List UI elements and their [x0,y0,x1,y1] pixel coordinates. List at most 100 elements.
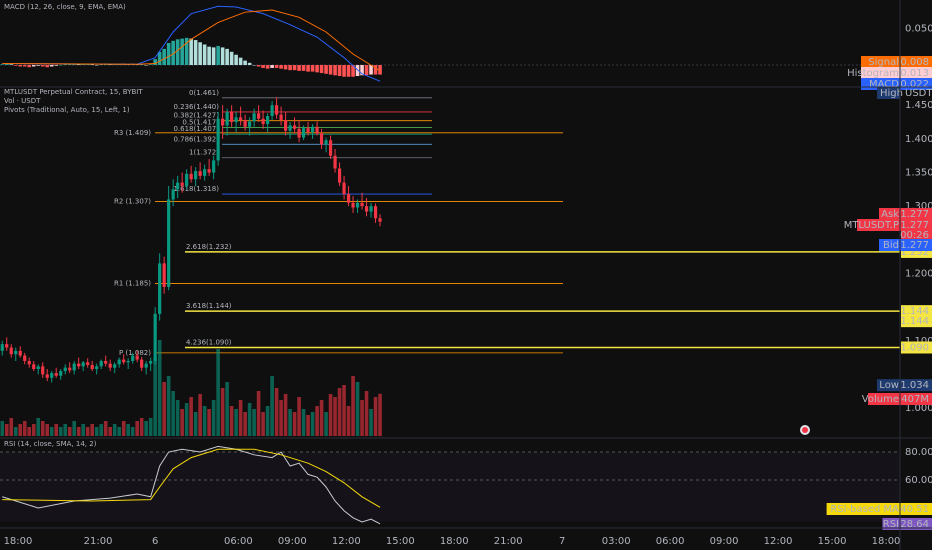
candle-body [68,367,72,371]
symbol-title: MTLUSDT Perpetual Contract, 15, BYBIT [4,88,143,96]
candle-body [346,194,351,203]
x-tick-label: 21:00 [84,536,113,547]
volume-bar [126,424,130,436]
high-label: High [880,88,903,99]
volume-bar [247,403,252,436]
volume-bar [202,406,207,436]
candle-body [257,113,261,119]
volume-bar [22,421,27,436]
candle-body [189,173,193,180]
histogram-bar [301,65,306,71]
candle-body [41,366,45,375]
volume-bar [117,427,121,436]
histogram-bar [36,65,41,66]
candle-body [77,363,81,367]
candle-body [333,155,337,169]
candle-body [167,199,171,287]
histogram-bar [283,65,288,70]
candle-body [99,360,103,367]
x-tick-label: 03:00 [602,536,631,547]
fib-label: 0.236(1.440) [173,103,219,111]
volume-bar [211,400,216,436]
volume-bar [36,418,41,436]
candle-body [158,263,162,314]
x-tick-label: 06:00 [224,536,253,547]
histogram-bar [157,51,162,66]
histogram-bar [13,65,18,66]
rsi-badge-label-bg [826,503,901,515]
candle-body [45,374,49,378]
macd-badge-value: -0.013 [897,68,929,79]
candle-body [23,355,27,361]
ask-value: 1.277 [900,209,929,220]
histogram-bar [247,62,252,66]
volume-bar [193,412,198,436]
histogram-bar [180,38,184,66]
low-label-bg [877,379,901,392]
symbol-bg [901,219,932,231]
volume-bar [351,376,355,436]
volume-title: Vol · USDT [4,97,41,105]
candle-body [216,118,220,161]
histogram-bar [364,65,369,76]
fib-badge-value: 1.232 [900,247,929,258]
candle-body [283,120,288,131]
event-icon-dot [802,427,808,433]
volume-bar [306,415,310,436]
macd-badge-value: -0.008 [897,57,929,68]
candle-body [108,363,112,368]
y-tick-label: 0.050 [905,23,932,34]
histogram-bar [54,65,59,66]
candle-body [266,115,270,125]
histogram-bar [261,65,265,68]
high-badge [877,87,900,99]
macd-badge-label-bg [861,67,901,79]
volume-bar [13,427,18,436]
x-tick-label: 18:00 [440,536,469,547]
fib-label: 0.5(1.417) [182,118,219,126]
volume-bar [364,391,369,436]
volume-bar [243,412,247,436]
candle-body [328,140,333,156]
rsi-band [0,452,900,522]
candle-body [243,120,247,127]
histogram-bar [184,37,189,66]
low-bg [901,379,932,392]
rsi-badge-label: RSI-based MA [830,504,899,515]
volume-bar [153,358,157,436]
histogram-bar [139,64,144,66]
fib-label: 2.618(1.232) [186,243,232,251]
histogram-bar [4,63,9,66]
histogram-bar [220,47,225,66]
histogram-bar [229,51,234,66]
histogram-bar [207,46,211,66]
candle-body [342,182,346,195]
volume-bar [148,418,153,436]
histogram-bar [333,65,337,76]
volume-bar [0,421,5,436]
histogram-bar [315,65,319,73]
volume-bar [279,400,283,436]
histogram-bar [81,64,86,66]
x-tick-label: 06:00 [656,536,685,547]
histogram-bar [234,54,238,66]
candle-body [351,202,355,208]
histogram-bar [216,45,220,66]
rsi-badge-value: 28.64 [900,519,929,530]
histogram-bar [193,40,198,66]
volume-bar [81,424,86,436]
fib-label: 1.618(1.318) [173,185,219,193]
volume-bar [310,412,315,436]
candle-body [310,126,315,133]
volume-bar [346,406,351,436]
rsi-badge-label-bg [882,518,901,530]
volume-bar [54,424,59,436]
rsi-badge-bg [901,503,932,515]
fib-label: 1(1.372) [189,149,219,157]
volume-bar [63,424,68,436]
histogram-bar [270,65,274,68]
histogram-bar [90,64,94,66]
volume-bar [76,427,81,436]
volume-bar [31,424,36,436]
candle-body [207,169,211,173]
